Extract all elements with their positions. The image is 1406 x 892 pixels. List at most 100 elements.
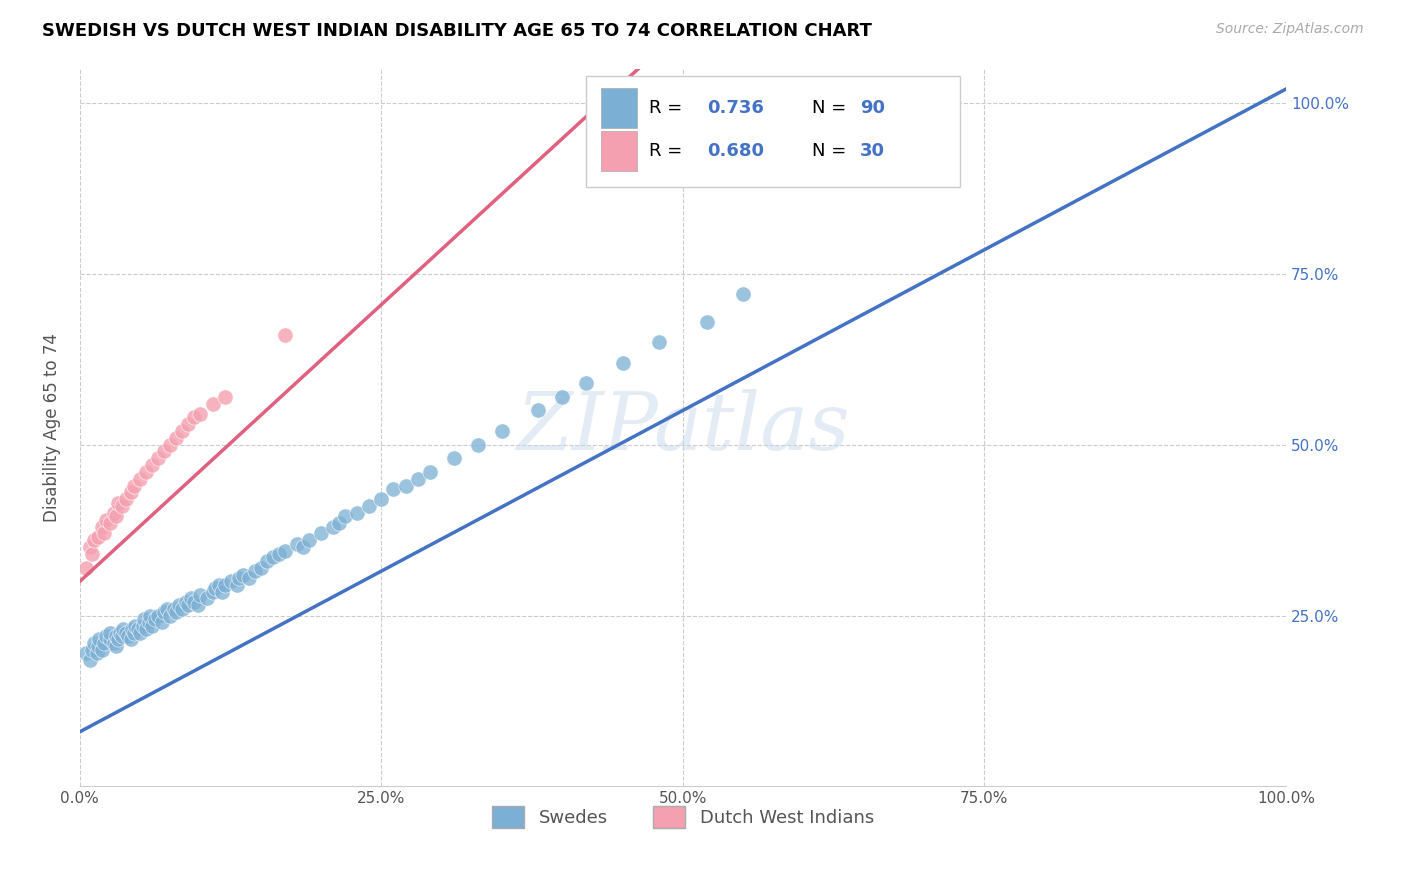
Point [131, 619, 153, 633]
Point [111, 629, 134, 643]
Point [159, 437, 181, 451]
Point [79, 653, 101, 667]
Point [75, 560, 97, 574]
FancyBboxPatch shape [586, 76, 960, 187]
Point [79, 540, 101, 554]
Point [107, 632, 129, 647]
Point [112, 622, 135, 636]
Point [167, 599, 190, 613]
Point [382, 482, 405, 496]
Point [298, 533, 321, 548]
Text: 0.680: 0.680 [707, 142, 763, 160]
Point [285, 537, 308, 551]
Text: R =: R = [650, 99, 688, 117]
FancyBboxPatch shape [600, 88, 637, 128]
Point [443, 451, 465, 466]
Point [87, 530, 110, 544]
Point [138, 615, 160, 630]
Point [256, 554, 278, 568]
Point [159, 608, 181, 623]
Point [211, 584, 233, 599]
Point [80, 642, 103, 657]
Point [527, 403, 550, 417]
Point [190, 407, 212, 421]
Point [467, 437, 489, 451]
Point [105, 640, 128, 654]
Point [124, 619, 146, 633]
Point [122, 625, 145, 640]
Point [105, 629, 128, 643]
Point [83, 533, 105, 548]
Point [733, 287, 755, 301]
Point [419, 465, 441, 479]
Point [249, 560, 271, 574]
Point [335, 509, 357, 524]
Point [201, 396, 224, 410]
Point [120, 485, 142, 500]
Point [165, 605, 187, 619]
Point [141, 458, 163, 472]
Point [195, 591, 218, 606]
Point [139, 608, 162, 623]
Point [207, 578, 229, 592]
Point [83, 636, 105, 650]
Point [122, 478, 145, 492]
Point [90, 642, 112, 657]
Point [228, 571, 250, 585]
Text: 30: 30 [860, 142, 886, 160]
Point [114, 492, 136, 507]
Point [190, 588, 212, 602]
Point [80, 547, 103, 561]
Point [551, 390, 574, 404]
Point [648, 334, 671, 349]
Point [183, 595, 205, 609]
Point [105, 509, 128, 524]
Point [87, 640, 110, 654]
Point [204, 581, 226, 595]
Point [93, 526, 115, 541]
Point [406, 472, 429, 486]
Point [86, 646, 108, 660]
Text: N =: N = [813, 99, 852, 117]
Point [214, 578, 236, 592]
Point [262, 550, 284, 565]
Point [238, 571, 260, 585]
Point [127, 622, 149, 636]
Point [328, 516, 350, 531]
Point [177, 417, 200, 431]
Point [129, 472, 152, 486]
Point [135, 465, 157, 479]
Point [98, 625, 121, 640]
Text: ZIPatlas: ZIPatlas [516, 389, 849, 467]
Point [93, 636, 115, 650]
Point [612, 355, 634, 369]
Text: N =: N = [813, 142, 852, 160]
Point [267, 547, 290, 561]
Point [309, 526, 332, 541]
Point [174, 595, 197, 609]
Point [90, 519, 112, 533]
Point [165, 431, 187, 445]
Point [491, 424, 513, 438]
Text: Source: ZipAtlas.com: Source: ZipAtlas.com [1216, 22, 1364, 37]
Point [274, 328, 297, 343]
Point [214, 390, 236, 404]
Legend: Swedes, Dutch West Indians: Swedes, Dutch West Indians [485, 798, 882, 835]
Point [148, 608, 170, 623]
Point [108, 625, 131, 640]
Point [156, 601, 179, 615]
Text: R =: R = [650, 142, 688, 160]
Point [172, 424, 194, 438]
Point [274, 543, 297, 558]
Point [163, 601, 186, 615]
Point [103, 506, 125, 520]
Point [120, 632, 142, 647]
Point [141, 619, 163, 633]
Point [96, 513, 118, 527]
Point [121, 622, 143, 636]
Point [114, 625, 136, 640]
Point [177, 599, 200, 613]
Point [575, 376, 598, 390]
Point [75, 646, 97, 660]
Point [129, 625, 152, 640]
